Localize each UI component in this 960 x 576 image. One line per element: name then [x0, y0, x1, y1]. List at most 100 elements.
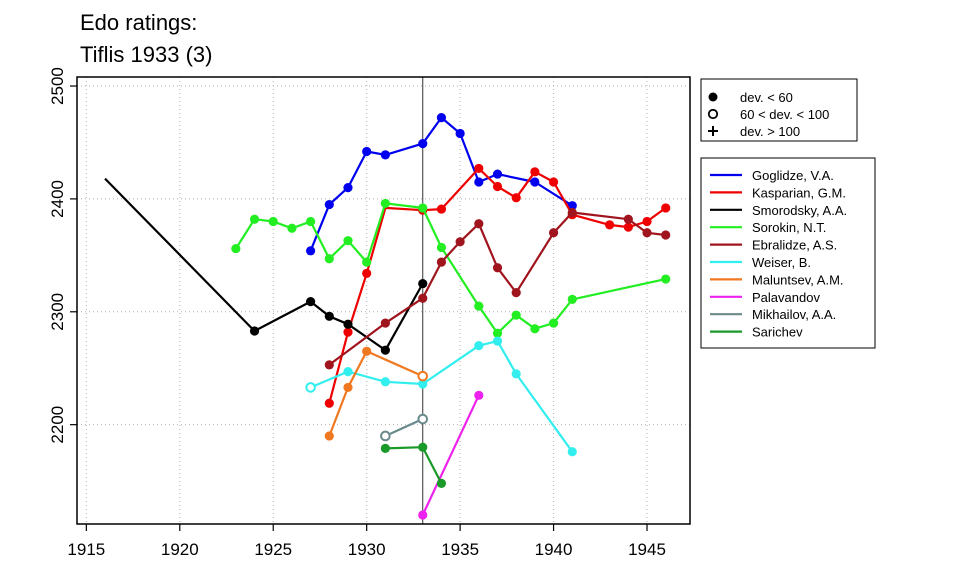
series-6: [305, 336, 577, 457]
data-point: [249, 214, 260, 224]
data-point: [474, 341, 484, 351]
series-line: [421, 394, 480, 516]
data-point: [380, 318, 390, 328]
y-tick-label: 2300: [48, 293, 67, 331]
data-point: [418, 442, 428, 452]
data-point: [436, 478, 447, 488]
x-tick-label: 1925: [254, 540, 292, 559]
data-point: [306, 297, 316, 307]
data-point: [623, 222, 633, 232]
data-point: [661, 274, 671, 284]
data-point: [474, 390, 484, 400]
data-point: [306, 246, 316, 256]
data-point: [567, 207, 577, 218]
legend-label: Mikhailov, A.A.: [752, 307, 836, 322]
data-point: [418, 138, 428, 149]
data-point: [380, 377, 390, 387]
data-point: [324, 431, 334, 441]
data-point: [474, 163, 484, 174]
data-point: [530, 177, 540, 187]
series-1: [306, 113, 577, 256]
x-tick-label: 1935: [441, 540, 479, 559]
x-tick-label: 1915: [67, 540, 105, 559]
x-tick-label: 1930: [348, 540, 386, 559]
data-point: [492, 263, 503, 273]
marker-legend-box: [700, 78, 858, 142]
data-point: [343, 236, 353, 246]
data-point: [343, 183, 353, 193]
data-point: [474, 219, 484, 229]
data-point: [530, 167, 540, 177]
data-point: [567, 201, 577, 211]
legend-label: Smorodsky, A.A.: [752, 203, 847, 218]
data-point: [474, 301, 484, 311]
data-point: [455, 237, 465, 247]
data-point: [492, 169, 503, 179]
data-point: [418, 510, 428, 520]
series-line: [384, 417, 424, 438]
series-line: [310, 340, 574, 453]
data-point: [343, 367, 353, 377]
data-point: [492, 181, 503, 192]
data-point: [362, 268, 372, 279]
data-point: [343, 319, 353, 329]
data-point: [305, 382, 316, 393]
legend-label: Kasparian, G.M.: [752, 185, 846, 200]
series-2: [324, 163, 671, 408]
data-point: [324, 199, 334, 210]
data-point: [343, 382, 353, 393]
series-line: [328, 350, 424, 437]
marker-legend-label: dev. < 60: [740, 90, 793, 105]
data-point: [231, 243, 241, 254]
data-point: [623, 214, 633, 224]
data-point: [418, 379, 428, 389]
marker-legend: dev. < 60 60 < dev. < 100 dev. > 100: [700, 78, 858, 142]
data-point: [436, 242, 447, 253]
legend-label: Ebralidze, A.S.: [752, 238, 837, 253]
data-point: [492, 328, 503, 338]
data-point: [362, 257, 372, 267]
data-point: [380, 345, 390, 355]
data-point: [324, 360, 334, 370]
data-point: [380, 443, 390, 453]
data-point: [661, 203, 671, 213]
data-point: [492, 336, 503, 346]
data-point: [380, 198, 390, 209]
data-point: [268, 216, 278, 227]
chart-title-line-2: Tiflis 1933 (3): [80, 42, 213, 67]
data-point: [548, 177, 559, 187]
data-point: [548, 228, 559, 238]
data-point: [417, 413, 429, 425]
x-tick-label: 1945: [628, 540, 666, 559]
y-tick-label: 2200: [48, 406, 67, 444]
series-line: [104, 177, 424, 352]
marker-legend-label: dev. > 100: [740, 124, 800, 139]
legend-label: Sorokin, N.T.: [752, 220, 826, 235]
legend-label: Maluntsev, A.M.: [752, 272, 844, 287]
y-tick-label: 2400: [48, 180, 67, 218]
data-point: [380, 150, 390, 160]
series-9: [380, 413, 429, 442]
data-point: [306, 216, 316, 227]
open-circle-icon: [707, 108, 719, 120]
data-point: [418, 293, 428, 303]
data-point: [548, 318, 559, 328]
series-8: [418, 390, 484, 520]
legend-label: Weiser, B.: [752, 255, 811, 270]
data-point: [380, 430, 391, 442]
filled-circle-icon: [708, 92, 718, 102]
data-point: [455, 128, 465, 139]
plot-frame: [76, 76, 691, 525]
data-point: [511, 369, 521, 379]
marker-legend-label: 60 < dev. < 100: [740, 107, 829, 122]
data-point: [605, 220, 615, 230]
series-10: [380, 442, 447, 488]
legend-label: Goglidze, V.A.: [752, 168, 834, 183]
data-point: [530, 324, 540, 334]
series-legend: Goglidze, V.A. Kasparian, G.M. Smorodsky, …: [700, 157, 876, 349]
data-point: [661, 230, 671, 240]
data-point: [287, 223, 297, 233]
series-4: [231, 198, 671, 338]
data-point: [362, 346, 372, 356]
